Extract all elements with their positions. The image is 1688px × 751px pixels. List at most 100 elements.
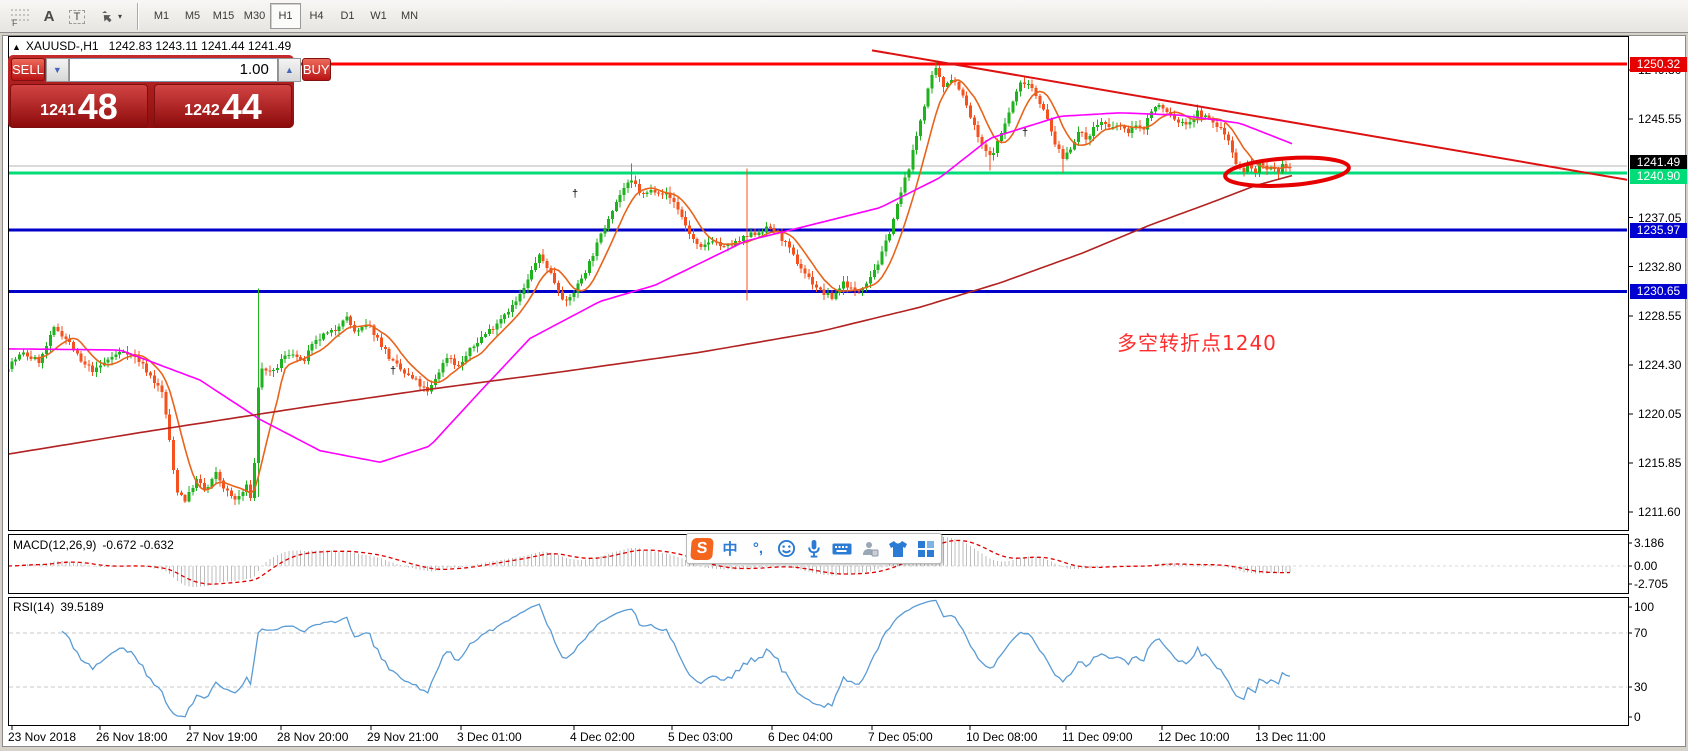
time-axis-label: 27 Nov 19:00 (186, 730, 258, 744)
toolbox-icon[interactable] (859, 538, 881, 560)
price-axis-tick: 1237.05 (1638, 210, 1682, 225)
time-axis-label: 3 Dec 01:00 (457, 730, 522, 744)
buy-button[interactable]: BUY (301, 58, 331, 81)
macd-values: -0.672 -0.632 (102, 538, 174, 552)
time-axis-label: 11 Dec 09:00 (1062, 730, 1133, 744)
rsi-value: 39.5189 (60, 600, 104, 614)
buy-price-pips: 44 (221, 86, 262, 127)
time-axis-label: 7 Dec 05:00 (868, 730, 933, 744)
price-axis-tick: 1215.85 (1638, 455, 1682, 470)
sell-price-button[interactable]: 1241 48 (10, 84, 148, 128)
toolbar-separator (137, 3, 139, 30)
macd-pane[interactable] (8, 537, 1627, 588)
price-axis-tick: 1220.05 (1638, 407, 1682, 422)
keyboard-icon[interactable] (831, 538, 853, 560)
arrows-icon[interactable]: ▾ (94, 4, 128, 29)
slow-ma-line (9, 174, 1293, 455)
cross-marker: † (390, 365, 397, 377)
macd-signal-line (9, 539, 1291, 585)
timeframe-button-h1[interactable]: H1 (270, 3, 301, 29)
input-method-toolbar: S 中 °, (686, 533, 942, 564)
pane-border (8, 597, 1629, 726)
rsi-line (61, 599, 1291, 718)
sogou-logo-icon[interactable]: S (690, 537, 714, 560)
one-click-trading-panel: SELL ▼ ▲ BUY 1241 48 1242 44 (8, 55, 331, 128)
price-badge-1230.65: 1230.65 (1630, 284, 1687, 300)
macd-indicator-label: MACD(12,26,9) -0.672 -0.632 (13, 538, 180, 552)
timeframe-button-m30[interactable]: M30 (243, 10, 266, 22)
fibonacci-retracement-icon[interactable]: F (8, 4, 34, 29)
time-axis-label: 13 Dec 11:00 (1255, 730, 1326, 744)
timeframe-button-mn[interactable]: MN (400, 10, 419, 22)
microphone-icon[interactable] (803, 538, 825, 560)
buy-price-button[interactable]: 1242 44 (154, 84, 292, 128)
time-axis-label: 4 Dec 02:00 (570, 730, 635, 744)
rsi-name: RSI(14) (13, 600, 55, 614)
chinese-mode-icon[interactable]: 中 (722, 541, 738, 558)
rsi-indicator-label: RSI(14) 39.5189 (13, 600, 110, 614)
chart-annotation-text: 多空转折点1240 (1117, 331, 1277, 355)
macd-axis-label: -2.705 (1634, 577, 1669, 591)
time-axis-label: 26 Nov 18:00 (96, 730, 168, 744)
timeframe-button-h4[interactable]: H4 (309, 10, 324, 22)
cross-marker: † (1022, 127, 1029, 139)
macd-axis-label: 0.00 (1634, 559, 1658, 573)
chart-ohlc-values: 1242.83 1243.11 1241.44 1241.49 (108, 39, 292, 53)
sell-price-pips: 48 (77, 86, 118, 127)
price-badge-1240.90: 1240.90 (1630, 169, 1687, 185)
punctuation-icon[interactable]: °, (752, 540, 764, 557)
time-axis-label: 28 Nov 20:00 (277, 730, 349, 744)
macd-axis-label: 3.186 (1634, 536, 1665, 550)
timeframe-button-m1[interactable]: M1 (153, 10, 170, 22)
time-axis-label: 23 Nov 2018 (8, 730, 77, 744)
price-axis-tick: 1224.30 (1638, 358, 1682, 373)
menu-grid-icon[interactable] (915, 538, 937, 560)
price-axis-tick: 1211.60 (1638, 504, 1681, 519)
time-axis-label: 12 Dec 10:00 (1158, 730, 1230, 744)
macd-name: MACD(12,26,9) (13, 538, 97, 552)
rsi-pane[interactable] (9, 599, 1627, 718)
dropdown-caret-icon: ▾ (117, 12, 122, 21)
rsi-axis-label: 0 (1634, 710, 1641, 724)
timeframe-button-w1[interactable]: W1 (370, 10, 387, 22)
chart-window (2, 35, 1686, 747)
text-label-icon[interactable]: T (64, 4, 90, 29)
text-tool-icon[interactable]: A (43, 8, 55, 25)
medium-ma-line (9, 112, 1293, 464)
price-badge-1250.32: 1250.32 (1630, 56, 1687, 72)
time-axis-label: 10 Dec 08:00 (966, 730, 1038, 744)
volume-increase-button[interactable]: ▲ (277, 57, 301, 82)
skin-icon[interactable] (887, 538, 909, 560)
timeframe-button-m15[interactable]: M15 (212, 10, 235, 22)
collapse-triangle-icon[interactable]: ▲ (12, 42, 21, 52)
price-axis-tick: 1228.55 (1638, 308, 1682, 323)
price-axis-tick: 1232.80 (1638, 259, 1682, 274)
fast-ma-line (34, 79, 1291, 495)
sell-price-major: 1241 (40, 102, 76, 119)
pane-border (8, 36, 1629, 531)
volume-input[interactable] (68, 57, 278, 82)
sell-button[interactable]: SELL (11, 58, 45, 81)
timeframe-button-m5[interactable]: M5 (184, 10, 201, 22)
main-price-pane[interactable] (7, 49, 1629, 505)
time-axis-label: 29 Nov 21:00 (367, 730, 439, 744)
top-toolbar: F A T ▾ M1 M5 M15 M30 H1 H4 D1 W1 MN (0, 0, 1688, 33)
cross-marker: † (572, 188, 579, 200)
timeframe-button-group: M1 M5 M15 M30 H1 H4 D1 W1 MN (146, 3, 425, 30)
descending-trendline[interactable] (871, 49, 1628, 181)
time-axis-label: 6 Dec 04:00 (768, 730, 833, 744)
emoji-icon[interactable] (775, 538, 797, 560)
rsi-axis-label: 30 (1634, 680, 1648, 694)
svg-text:F: F (12, 18, 18, 27)
chart-header: ▲ XAUUSD-,H1 1242.83 1243.11 1241.44 1241.… (12, 39, 291, 53)
volume-decrease-button[interactable]: ▼ (45, 57, 69, 82)
price-badge-1241.49: 1241.49 (1630, 155, 1687, 171)
rsi-axis-label: 100 (1634, 600, 1655, 614)
price-axis-tick: 1245.55 (1638, 112, 1682, 127)
highlight-ellipse[interactable] (1223, 154, 1351, 190)
buy-price-major: 1242 (184, 102, 220, 119)
timeframe-button-d1[interactable]: D1 (340, 10, 355, 22)
time-axis-label: 5 Dec 03:00 (668, 730, 733, 744)
